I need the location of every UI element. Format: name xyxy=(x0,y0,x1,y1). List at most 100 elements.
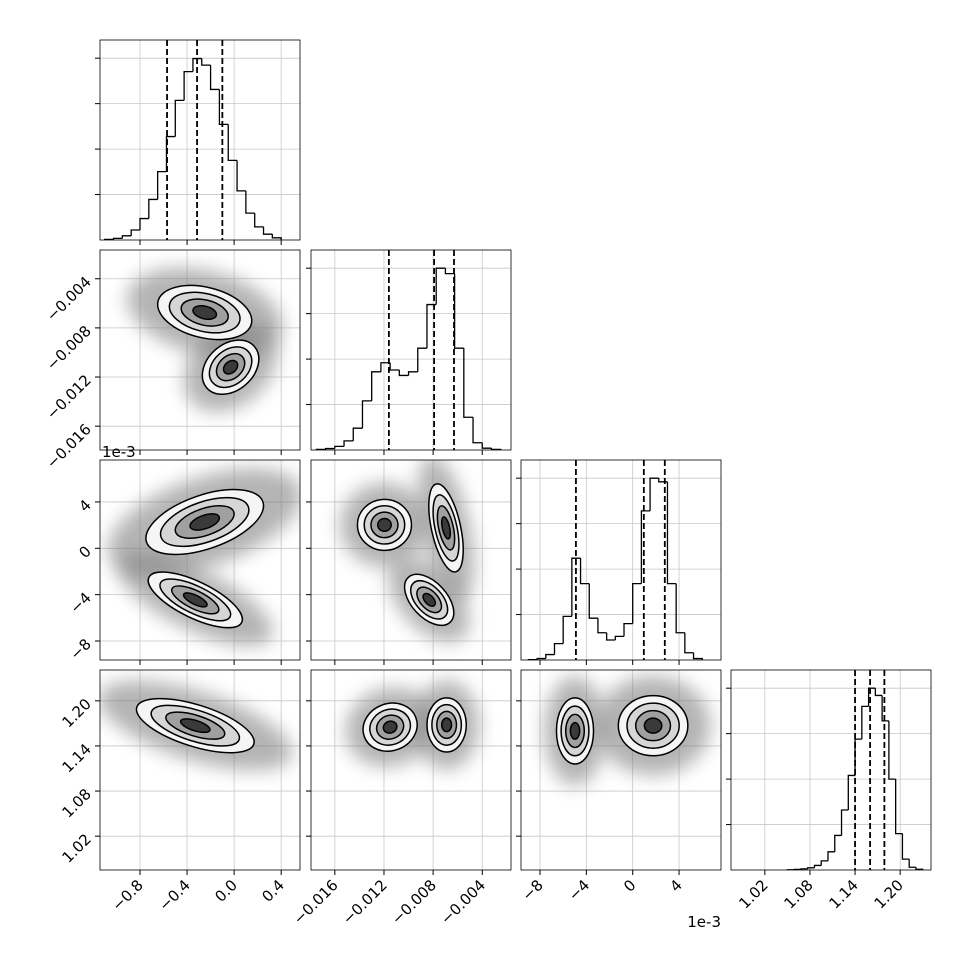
x-tick-label: −0.008 xyxy=(388,876,440,928)
histogram-step xyxy=(571,557,581,617)
histogram-step xyxy=(800,868,808,870)
histogram-step xyxy=(605,632,616,641)
histogram-step xyxy=(254,213,264,228)
histogram-step xyxy=(472,417,483,444)
histogram-step xyxy=(262,226,273,235)
panel-frame xyxy=(99,459,301,661)
histogram-step xyxy=(649,477,659,511)
panel-content xyxy=(311,460,511,660)
x-tick-label: 1.20 xyxy=(871,876,907,912)
x-tick-label: −8 xyxy=(518,876,546,904)
panel-frame xyxy=(99,669,301,871)
x-tick-label: −0.8 xyxy=(108,876,146,914)
histogram-step xyxy=(658,478,668,483)
histogram-step xyxy=(553,642,564,655)
panel-content xyxy=(311,670,511,870)
histogram-step xyxy=(813,864,822,868)
panel-content xyxy=(521,670,721,870)
panel-content xyxy=(100,460,300,660)
panel-frame xyxy=(730,669,932,871)
histogram-step xyxy=(895,779,903,835)
histogram-step xyxy=(874,688,883,697)
panel-frame xyxy=(99,39,301,241)
x-tick-label: 1.08 xyxy=(780,876,816,912)
y-tick-label: 1.08 xyxy=(58,785,94,821)
histogram-step xyxy=(666,481,677,585)
x-tick-label: −4 xyxy=(565,876,593,904)
density-contour xyxy=(182,592,208,608)
histogram-step xyxy=(236,160,246,192)
y-tick-label: 4 xyxy=(75,496,94,515)
histogram-step xyxy=(380,362,391,372)
histogram-step xyxy=(174,99,185,137)
histogram-step xyxy=(588,583,598,619)
histogram-step xyxy=(840,809,849,836)
histogram-step xyxy=(334,445,345,449)
density-contour xyxy=(643,717,663,734)
y-tick-label: −4 xyxy=(66,589,94,617)
histogram-step xyxy=(827,851,835,861)
y-tick-label: −8 xyxy=(66,635,94,663)
x-tick-label: −0.016 xyxy=(290,876,342,928)
histogram-step xyxy=(675,583,685,634)
panel-content xyxy=(100,670,300,870)
density-contour xyxy=(376,517,392,533)
histogram-step xyxy=(867,687,876,707)
histogram-step xyxy=(407,371,418,376)
panel-content xyxy=(731,670,931,870)
y-tick-label: 1.20 xyxy=(58,695,94,731)
histogram-step xyxy=(324,447,335,450)
x-tick-label: −0.012 xyxy=(339,876,391,928)
histogram-step xyxy=(183,70,193,101)
histogram-step xyxy=(820,860,828,866)
histogram-step xyxy=(389,362,400,371)
histogram-step xyxy=(562,615,572,644)
x-tick-label: 1.02 xyxy=(735,876,771,912)
y-tick-label: −0.012 xyxy=(43,371,95,423)
histogram-step xyxy=(398,370,409,377)
histogram-step xyxy=(435,267,446,305)
histogram-step xyxy=(640,510,651,584)
x-tick-label: 4 xyxy=(666,876,685,895)
histogram-step xyxy=(614,635,625,640)
x-tick-label: 0 xyxy=(620,876,639,895)
density-contour xyxy=(382,720,398,734)
density-contour xyxy=(189,513,221,531)
histogram-step xyxy=(209,65,220,91)
histogram-step xyxy=(684,632,694,654)
histogram-step xyxy=(579,558,590,585)
histogram-step xyxy=(156,170,167,200)
histogram-step xyxy=(807,867,815,869)
panel-frame xyxy=(310,669,512,871)
histogram-step xyxy=(201,58,211,66)
histogram-step xyxy=(218,89,229,126)
panel-frame xyxy=(520,459,722,661)
histogram-step xyxy=(148,198,158,219)
histogram-step xyxy=(352,427,363,441)
histogram-step xyxy=(361,400,372,429)
histogram-step xyxy=(901,833,910,860)
histogram-step xyxy=(854,738,862,776)
y-tick-label: 0 xyxy=(75,542,94,561)
histogram-step xyxy=(692,652,703,660)
y-tick-label: −0.004 xyxy=(43,273,95,325)
histogram-step xyxy=(545,653,555,659)
histogram-step xyxy=(915,867,924,870)
panel-frame xyxy=(310,459,512,661)
histogram-step xyxy=(481,442,492,449)
histogram-step xyxy=(192,57,202,72)
panel-content xyxy=(100,40,300,240)
histogram-step xyxy=(597,618,607,634)
x-tick-label: −0.004 xyxy=(437,876,489,928)
histogram-step xyxy=(463,348,474,418)
histogram-step xyxy=(139,217,149,230)
y-tick-label: −0.016 xyxy=(43,420,95,472)
histogram-step xyxy=(343,440,354,447)
x-offset-label: 1e-3 xyxy=(687,913,721,931)
density-contour xyxy=(569,721,581,740)
histogram-step xyxy=(861,705,869,740)
histogram-step xyxy=(245,190,255,214)
x-tick-label: 1.14 xyxy=(826,876,862,912)
density-contour xyxy=(222,359,239,375)
